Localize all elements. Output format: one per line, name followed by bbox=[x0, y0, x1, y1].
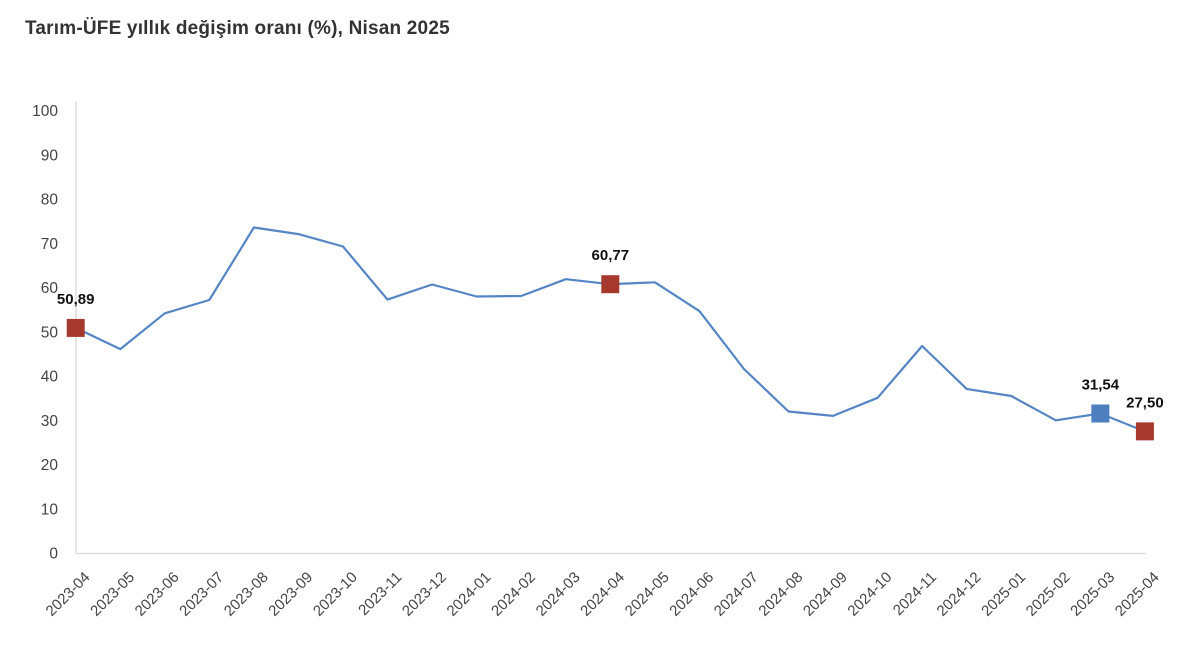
x-axis-tick-label: 2023-12 bbox=[399, 569, 450, 620]
marker-2024-04[interactable] bbox=[601, 275, 620, 294]
data-label-2024-04: 60,77 bbox=[592, 247, 630, 264]
x-axis-tick-label: 2025-03 bbox=[1067, 569, 1118, 620]
x-axis-tick-label: 2023-08 bbox=[221, 569, 272, 620]
x-axis-tick-label: 2024-02 bbox=[488, 569, 539, 620]
data-label-2023-04: 50,89 bbox=[57, 291, 95, 308]
y-axis-tick-label: 20 bbox=[41, 457, 59, 474]
chart-title: Tarım-ÜFE yıllık değişim oranı (%), Nisa… bbox=[25, 18, 450, 39]
y-axis-tick-label: 40 bbox=[41, 369, 59, 386]
y-axis-tick-label: 10 bbox=[41, 501, 59, 518]
marker-2023-04[interactable] bbox=[66, 318, 85, 337]
x-axis-tick-label: 2025-04 bbox=[1112, 569, 1163, 620]
y-axis-tick-label: 80 bbox=[41, 192, 59, 209]
x-axis-tick-label: 2024-11 bbox=[890, 569, 940, 619]
data-label-2025-04: 27,50 bbox=[1126, 394, 1164, 411]
x-axis-tick-label: 2024-06 bbox=[666, 569, 717, 620]
x-axis-tick-label: 2023-06 bbox=[132, 569, 183, 620]
x-axis-tick-label: 2023-05 bbox=[87, 569, 138, 620]
data-label-2025-03: 31,54 bbox=[1082, 376, 1120, 393]
marker-2025-04[interactable] bbox=[1135, 422, 1154, 441]
marker-2025-03[interactable] bbox=[1091, 404, 1110, 423]
x-axis-tick-label: 2023-07 bbox=[176, 569, 227, 620]
x-axis-tick-label: 2024-04 bbox=[577, 569, 628, 620]
y-axis-tick-label: 100 bbox=[32, 103, 58, 120]
y-axis-tick-label: 50 bbox=[41, 324, 59, 341]
y-axis-tick-label: 30 bbox=[41, 413, 59, 430]
x-axis-tick-label: 2024-07 bbox=[711, 569, 762, 620]
y-axis-tick-label: 70 bbox=[41, 236, 59, 253]
y-axis-tick-label: 90 bbox=[41, 147, 59, 164]
x-axis-tick-label: 2024-09 bbox=[800, 569, 851, 620]
x-axis-tick-label: 2024-08 bbox=[755, 569, 806, 620]
x-axis-tick-label: 2023-09 bbox=[265, 569, 316, 620]
x-axis-tick-label: 2024-03 bbox=[533, 569, 584, 620]
x-axis-tick-label: 2024-05 bbox=[622, 569, 673, 620]
x-axis-tick-label: 2023-10 bbox=[310, 569, 361, 620]
x-axis-tick-label: 2023-11 bbox=[355, 569, 405, 619]
x-axis-tick-label: 2025-01 bbox=[978, 569, 1029, 620]
x-axis-tick-label: 2023-04 bbox=[43, 569, 94, 620]
y-axis-tick-label: 60 bbox=[41, 280, 59, 297]
x-axis-tick-label: 2025-02 bbox=[1023, 569, 1074, 620]
x-axis-tick-label: 2024-10 bbox=[844, 569, 895, 620]
x-axis-tick-label: 2024-01 bbox=[444, 569, 495, 620]
x-axis-tick-label: 2024-12 bbox=[934, 569, 985, 620]
y-axis-tick-label: 0 bbox=[49, 546, 58, 563]
